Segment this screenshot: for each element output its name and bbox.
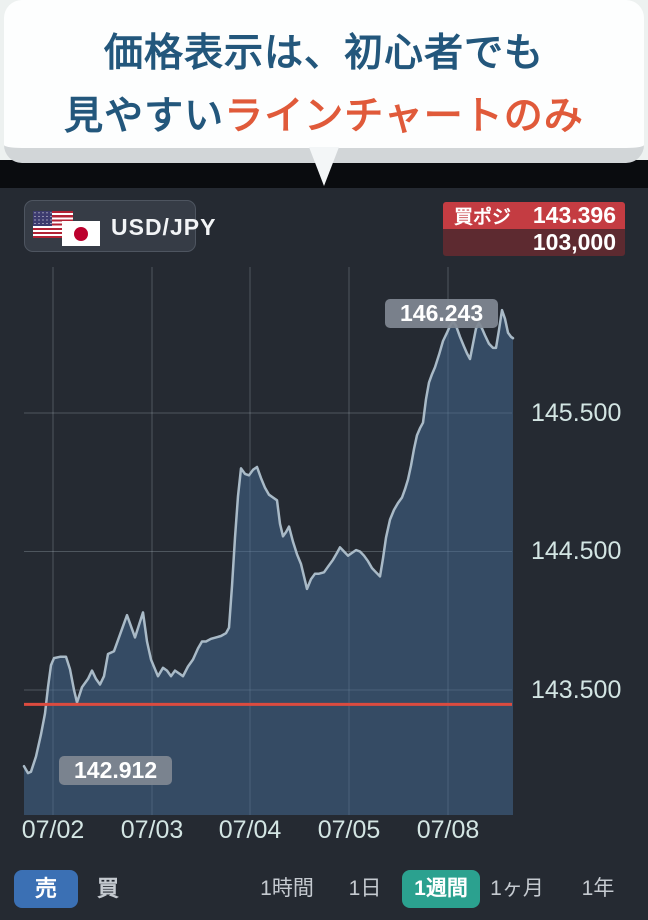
x-axis-label-0702: 07/02 bbox=[21, 816, 85, 844]
position-badges[interactable]: 買ポジ 143.396 103,000 bbox=[443, 202, 625, 256]
timeframe-1hour[interactable]: 1時間 bbox=[260, 877, 314, 900]
x-axis-label-0705: 07/05 bbox=[317, 816, 381, 844]
y-axis-label-144500: 144.500 bbox=[531, 537, 622, 565]
currency-pair-selector[interactable]: USD/JPY bbox=[24, 200, 215, 252]
chart-panel: USD/JPY 買ポジ 143.396 103,000 145.500 144.… bbox=[0, 188, 648, 920]
jp-flag-icon bbox=[62, 221, 100, 246]
chart-area-fill bbox=[24, 310, 513, 815]
timeframe-1year[interactable]: 1年 bbox=[581, 877, 615, 900]
callout-line2: 見やすいラインチャートのみ bbox=[4, 85, 644, 141]
x-axis-label-0703: 07/03 bbox=[120, 816, 184, 844]
min-price-tooltip: 142.912 bbox=[59, 756, 173, 785]
position-price-value: 143.396 bbox=[532, 202, 616, 228]
x-axis-label-0708: 07/08 bbox=[416, 816, 480, 844]
sell-button[interactable]: 売 bbox=[14, 870, 78, 908]
y-axis-label-143500: 143.500 bbox=[531, 676, 622, 704]
chart-price-line bbox=[22, 308, 515, 775]
x-axis-label-0704: 07/04 bbox=[218, 816, 282, 844]
chart-footer: 売 買 1時間 1日 1週間 1ヶ月 1年 bbox=[0, 870, 648, 908]
max-price-tooltip: 146.243 bbox=[385, 299, 499, 328]
position-side-label: 買ポジ bbox=[454, 207, 512, 228]
timeframe-1month[interactable]: 1ヶ月 bbox=[490, 877, 544, 900]
callout-bubble: 価格表示は、初心者でも 見やすいラインチャートのみ bbox=[4, 0, 644, 163]
timeframe-1week[interactable]: 1週間 bbox=[402, 870, 480, 908]
position-price-badge: 買ポジ 143.396 bbox=[443, 202, 625, 229]
buy-button[interactable]: 買 bbox=[96, 876, 120, 901]
timeframe-1day[interactable]: 1日 bbox=[348, 877, 382, 900]
callout-line2-prefix: 見やすい bbox=[64, 95, 225, 138]
callout-line1: 価格表示は、初心者でも bbox=[103, 32, 544, 75]
currency-pair-label: USD/JPY bbox=[111, 214, 217, 240]
callout-line2-highlight: ラインチャートのみ bbox=[224, 95, 584, 138]
position-amount-badge: 103,000 bbox=[443, 229, 625, 256]
y-axis-label-145500: 145.500 bbox=[531, 399, 622, 427]
price-chart bbox=[22, 267, 515, 815]
